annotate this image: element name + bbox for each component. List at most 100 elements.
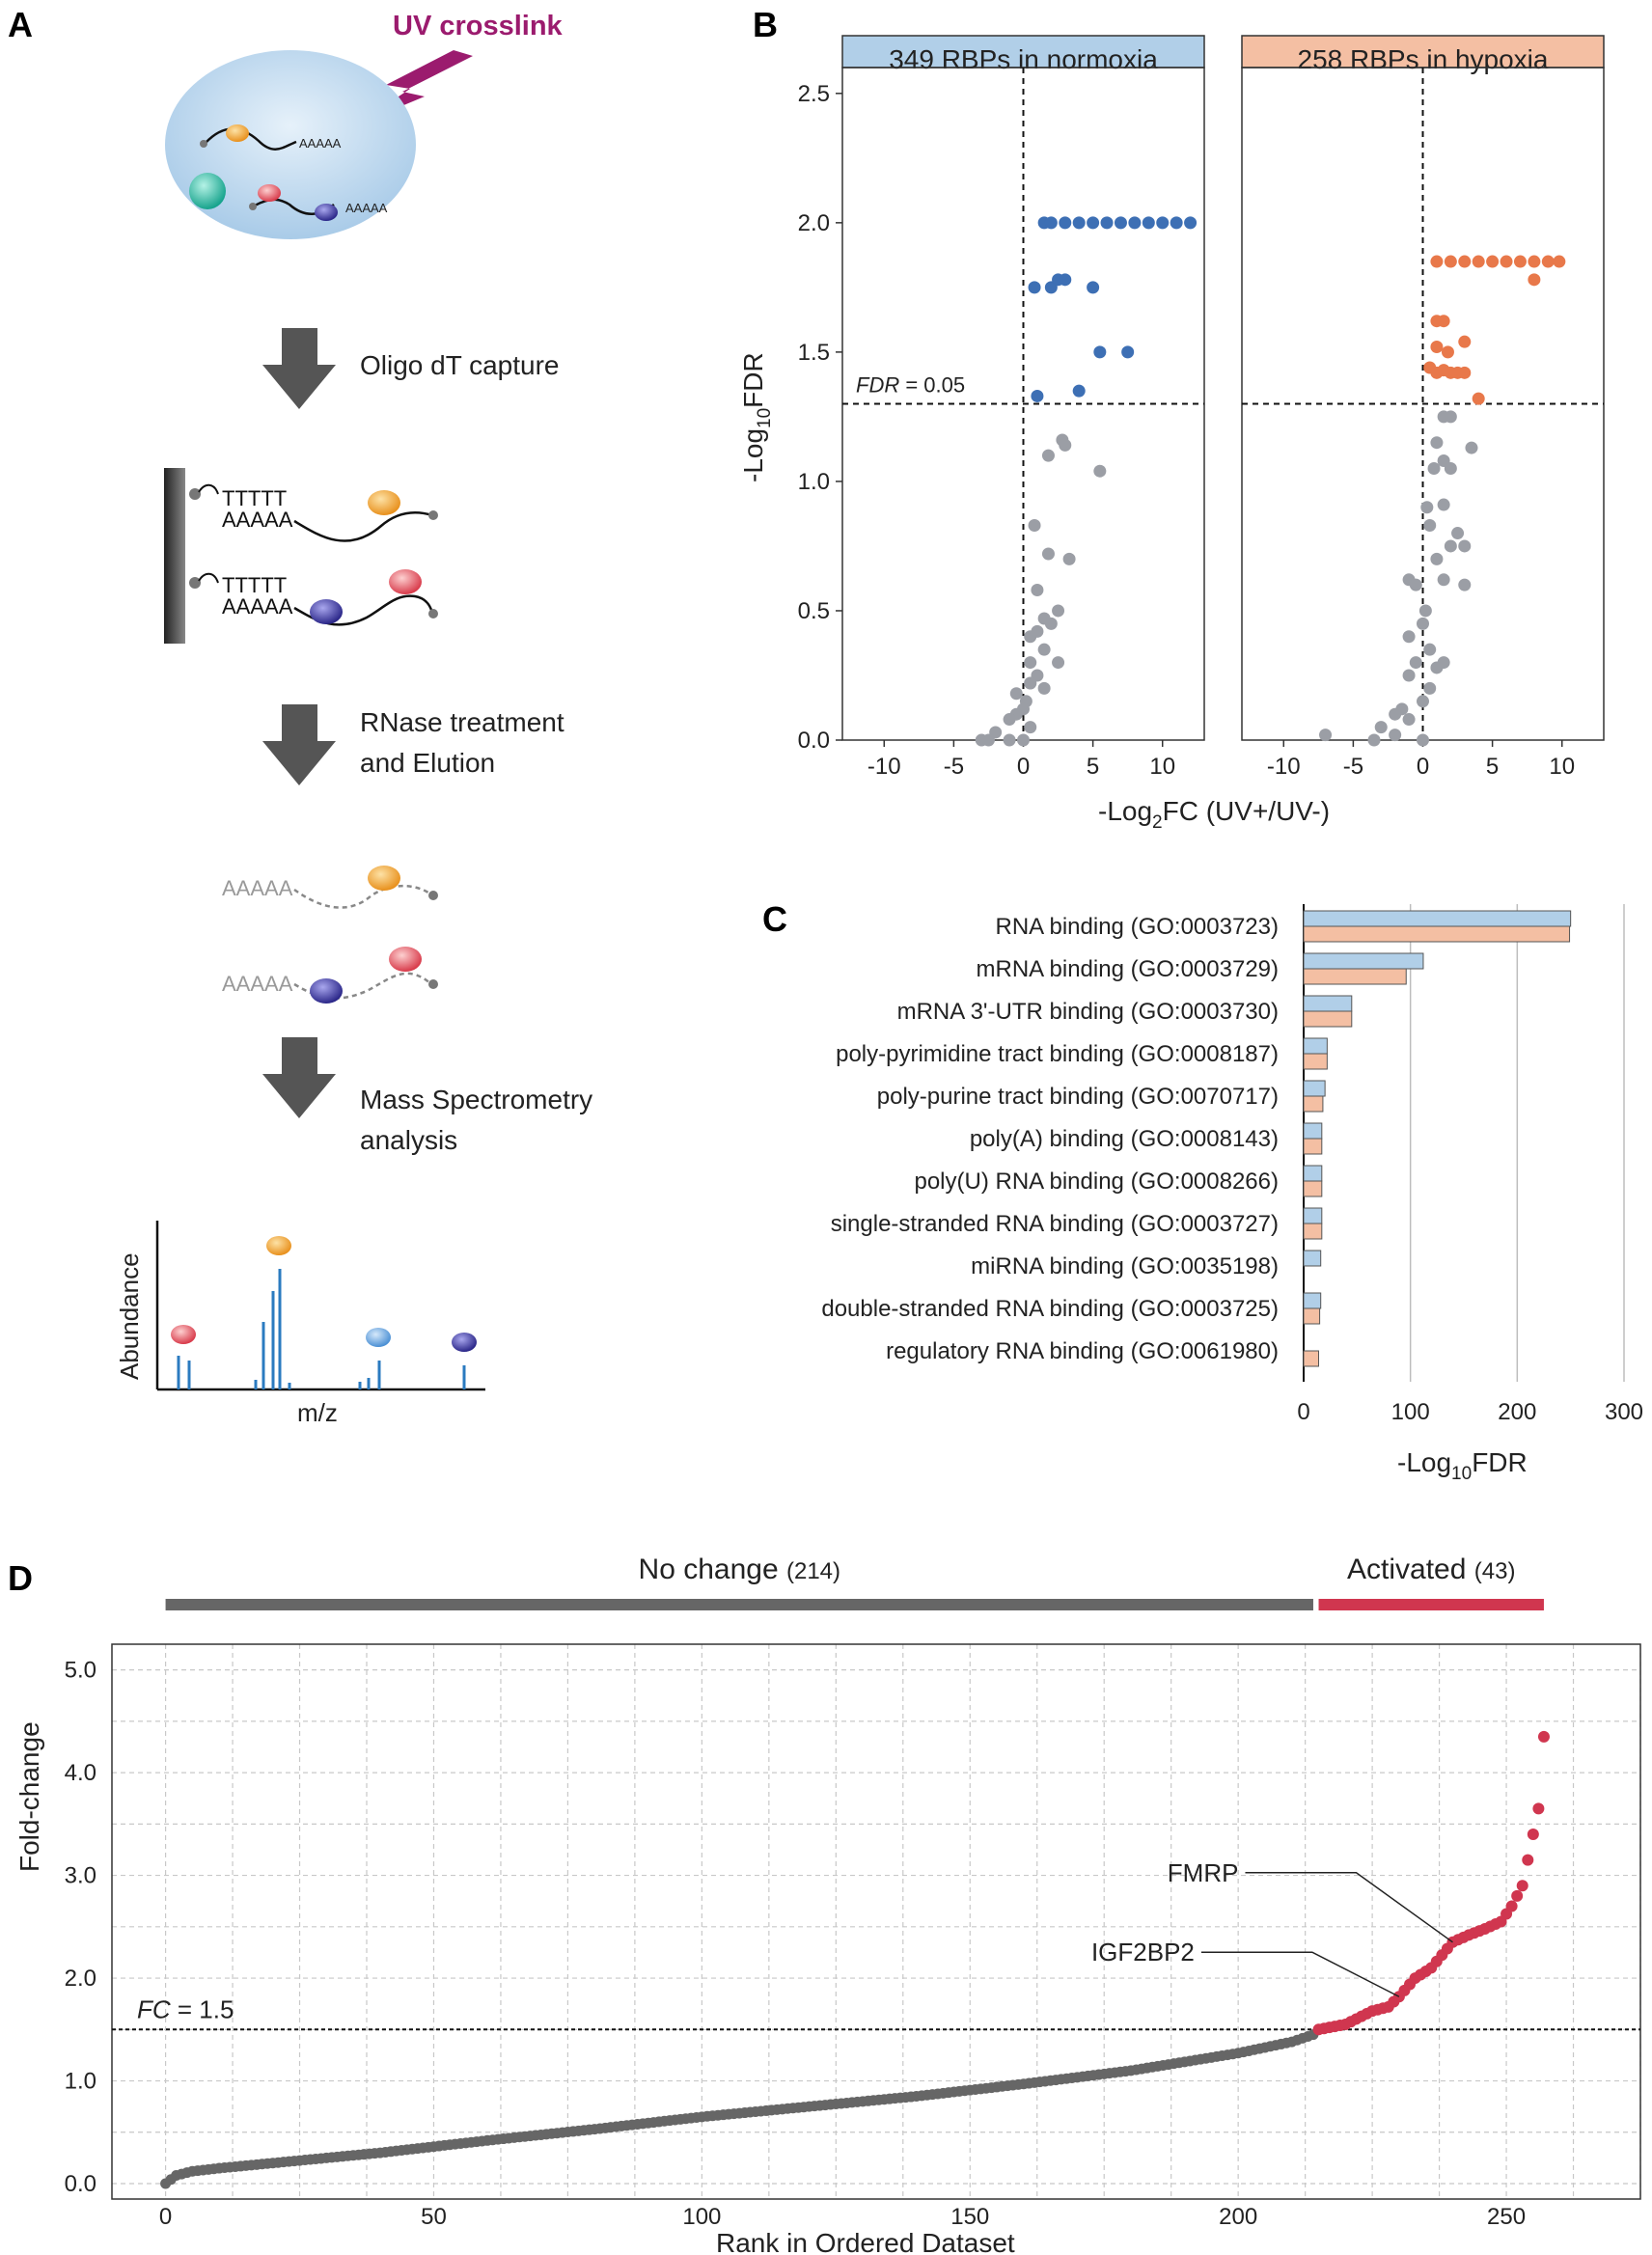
b-point-significant bbox=[1486, 255, 1500, 268]
oligo-dt-label: TTTTT bbox=[222, 573, 287, 597]
b-point-significant bbox=[1059, 273, 1072, 287]
d-annotation-label: FMRP bbox=[1168, 1858, 1239, 1887]
rbp-orange-icon bbox=[226, 124, 249, 142]
b-point-nonsignificant bbox=[1444, 410, 1457, 424]
b-point-nonsignificant bbox=[1003, 733, 1016, 747]
step-oligo-dt-capture: Oligo dT capture bbox=[360, 350, 560, 380]
c-xtick-label: 100 bbox=[1391, 1399, 1430, 1425]
b-point-significant bbox=[1072, 384, 1086, 398]
b-point-nonsignificant bbox=[1031, 624, 1044, 638]
d-point-activated bbox=[1522, 1854, 1534, 1866]
d-ytick-label: 2.0 bbox=[65, 1966, 96, 1992]
cap-icon bbox=[189, 488, 201, 500]
b-point-significant bbox=[1528, 273, 1541, 287]
d-xlabel: Rank in Ordered Dataset bbox=[716, 2228, 1015, 2255]
panel-a: A UV crosslink AAAAA AAAAA Oligo dT capt… bbox=[8, 5, 592, 1427]
b-point-nonsignificant bbox=[1037, 681, 1051, 695]
d-point-activated bbox=[1537, 1730, 1550, 1743]
panel-label-b: B bbox=[753, 5, 778, 44]
b-point-nonsignificant bbox=[1389, 707, 1402, 721]
c-category-label: regulatory RNA binding (GO:0061980) bbox=[886, 1338, 1279, 1364]
c-bar-normoxia bbox=[1303, 1165, 1323, 1182]
b-xtick-label: -5 bbox=[944, 754, 964, 780]
d-xtick-label: 100 bbox=[682, 2204, 721, 2230]
d-point-activated bbox=[1511, 1889, 1524, 1902]
rbp-orange-icon bbox=[266, 1236, 291, 1255]
oligo-dt-label: TTTTT bbox=[222, 486, 287, 510]
c-category-label: mRNA 3'-UTR binding (GO:0003730) bbox=[897, 999, 1279, 1025]
c-bar-hypoxia bbox=[1303, 1180, 1323, 1197]
b-point-nonsignificant bbox=[1024, 721, 1037, 734]
oligo-dt-bead-surface bbox=[164, 468, 185, 644]
b-point-significant bbox=[1528, 255, 1541, 268]
b-point-nonsignificant bbox=[1059, 438, 1072, 452]
b-point-nonsignificant bbox=[1041, 547, 1055, 561]
spectrum-xlabel: m/z bbox=[297, 1398, 338, 1427]
d-annotation-leader bbox=[1245, 1872, 1453, 1943]
c-plot-area: 0 100 200 300 RNA binding (GO:0003723) mRNA b… bbox=[821, 904, 1643, 1425]
d-ytick-label: 3.0 bbox=[65, 1863, 96, 1889]
c-xtick-label: 300 bbox=[1605, 1399, 1643, 1425]
c-category-label: poly(U) RNA binding (GO:0008266) bbox=[914, 1169, 1279, 1195]
b-point-significant bbox=[1072, 216, 1086, 230]
b-point-nonsignificant bbox=[1028, 518, 1041, 532]
b-ytick-label: 2.5 bbox=[798, 81, 830, 107]
b-point-significant bbox=[1142, 216, 1155, 230]
b-threshold-label: FDR = 0.05 bbox=[856, 373, 965, 398]
b-point-nonsignificant bbox=[1437, 498, 1450, 511]
b-ytick-label: 1.0 bbox=[798, 469, 830, 495]
step-analysis: analysis bbox=[360, 1125, 457, 1155]
c-bar-hypoxia bbox=[1303, 1138, 1323, 1155]
d-ytick-label: 4.0 bbox=[65, 1760, 96, 1786]
b-point-significant bbox=[1430, 341, 1444, 354]
d-point-activated bbox=[1527, 1828, 1539, 1840]
digested-rna-line bbox=[293, 972, 433, 1000]
b-point-nonsignificant bbox=[1423, 681, 1437, 695]
protein-teal-icon bbox=[189, 173, 226, 209]
b-point-nonsignificant bbox=[1418, 604, 1432, 618]
cap-icon bbox=[189, 577, 201, 589]
polya-tail-label: AAAAA bbox=[222, 972, 293, 996]
b-xtick-label: -10 bbox=[1267, 754, 1301, 780]
d-point-activated bbox=[1516, 1880, 1528, 1892]
b-point-nonsignificant bbox=[1423, 643, 1437, 656]
b-point-significant bbox=[1114, 216, 1127, 230]
b-point-significant bbox=[1472, 255, 1485, 268]
d-ytick-label: 0.0 bbox=[65, 2171, 96, 2197]
cap-icon bbox=[249, 203, 257, 210]
b-point-nonsignificant bbox=[1052, 604, 1065, 618]
c-bar-hypoxia bbox=[1303, 1010, 1353, 1028]
b-facet-header bbox=[841, 35, 1205, 69]
cell-contents: AAAAA AAAAA bbox=[189, 124, 388, 221]
polya-tail-label: AAAAA bbox=[222, 508, 293, 532]
b-point-significant bbox=[1430, 255, 1444, 268]
d-xtick-label: 0 bbox=[159, 2204, 172, 2230]
c-xtick-label: 0 bbox=[1297, 1399, 1309, 1425]
rbp-red-icon bbox=[389, 947, 422, 972]
polya-tail-label: AAAAA bbox=[299, 136, 342, 151]
panel-label-d: D bbox=[8, 1558, 33, 1598]
spectrum-peaks bbox=[177, 1269, 466, 1389]
c-category-label: single-stranded RNA binding (GO:0003727) bbox=[831, 1211, 1279, 1237]
b-point-nonsignificant bbox=[1423, 518, 1437, 532]
rbp-blue-icon bbox=[310, 978, 343, 1004]
c-bar-normoxia bbox=[1303, 995, 1353, 1012]
c-category-label: poly-pyrimidine tract binding (GO:000818… bbox=[836, 1041, 1279, 1067]
rbp-blue-icon bbox=[452, 1333, 477, 1352]
b-point-significant bbox=[1087, 281, 1100, 294]
b-xtick-label: 5 bbox=[1087, 754, 1099, 780]
step-elution: and Elution bbox=[360, 748, 495, 778]
b-point-significant bbox=[1541, 255, 1555, 268]
b-xtick-label: 0 bbox=[1417, 754, 1429, 780]
panel-b: B -Log10FDR -Log2FC (UV+/UV-) 0.0 0.5 1.0 1… bbox=[738, 5, 1605, 833]
d-xtick-label: 50 bbox=[421, 2204, 447, 2230]
rbp-red-icon bbox=[389, 569, 422, 594]
b-point-significant bbox=[1100, 216, 1114, 230]
polya-tail-label: AAAAA bbox=[345, 201, 388, 215]
b-point-nonsignificant bbox=[1417, 733, 1429, 747]
b-point-significant bbox=[1458, 335, 1472, 348]
linker-line bbox=[198, 572, 219, 584]
c-category-label: poly(A) binding (GO:0008143) bbox=[970, 1126, 1279, 1152]
d-group-bar bbox=[1318, 1599, 1544, 1610]
